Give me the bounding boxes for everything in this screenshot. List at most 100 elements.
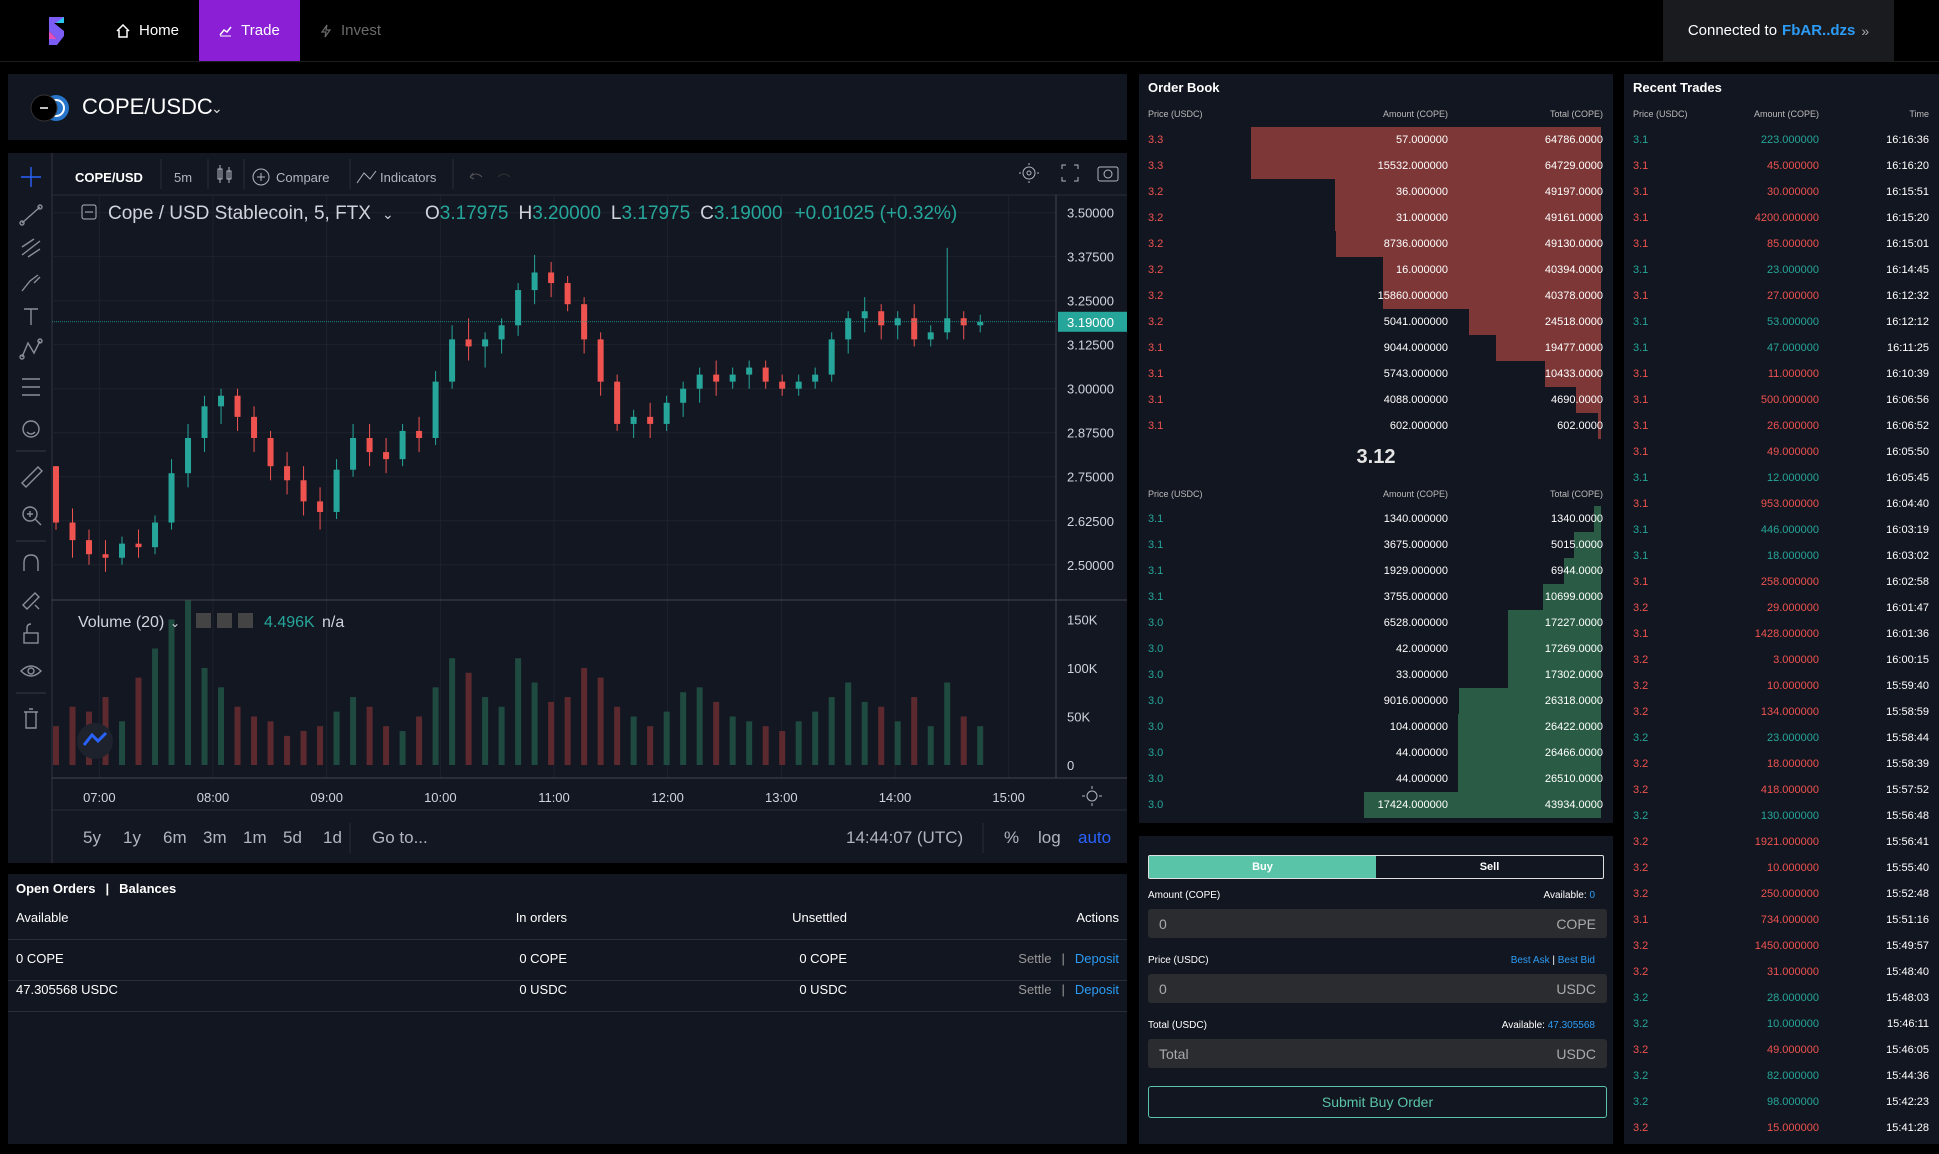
bid-row[interactable]: 3.1 1929.000000 6944.0000 — [1139, 558, 1613, 584]
ask-row[interactable]: 3.2 8736.000000 49130.0000 — [1139, 231, 1613, 257]
ask-row[interactable]: 3.1 5743.000000 10433.0000 — [1139, 361, 1613, 387]
series-title[interactable]: Cope / USD Stablecoin, 5, FTX — [108, 203, 371, 224]
price-tick-label[interactable]: 2.87500 — [1067, 426, 1114, 441]
bid-row[interactable]: 3.0 44.000000 26466.0000 — [1139, 740, 1613, 766]
range-button-5d[interactable]: 5d — [283, 828, 302, 847]
collapse-legend-icon[interactable] — [81, 204, 97, 220]
price-tick-label[interactable]: 3.25000 — [1067, 294, 1114, 309]
time-tick-label[interactable]: 07:00 — [83, 790, 116, 805]
best-bid-link[interactable]: Best Bid — [1557, 955, 1595, 966]
price-field[interactable]: 0 USDC — [1148, 974, 1607, 1003]
ask-row[interactable]: 3.1 9044.000000 19477.0000 — [1139, 335, 1613, 361]
series-chevron-icon[interactable]: ⌄ — [382, 206, 394, 222]
wallet-connection-button[interactable]: Connected to FbAR..dzs » — [1663, 0, 1894, 61]
eye-icon[interactable] — [20, 665, 42, 677]
range-button-1y[interactable]: 1y — [123, 828, 141, 847]
amount-field[interactable]: 0 COPE — [1148, 909, 1607, 938]
price-tick-label[interactable]: 3.12500 — [1067, 338, 1114, 353]
nav-trade[interactable]: Trade — [199, 0, 300, 61]
ask-row[interactable]: 3.2 31.000000 49161.0000 — [1139, 205, 1613, 231]
volume-settings-icon[interactable] — [217, 613, 232, 628]
total-field[interactable]: Total USDC — [1148, 1039, 1607, 1068]
trash-icon[interactable] — [24, 708, 38, 729]
camera-icon[interactable] — [1097, 166, 1119, 182]
compare-plus-icon[interactable] — [252, 168, 270, 186]
submit-buy-order-button[interactable]: Submit Buy Order — [1148, 1086, 1607, 1118]
time-tick-label[interactable]: 09:00 — [310, 790, 343, 805]
time-tick-label[interactable]: 14:00 — [879, 790, 912, 805]
pitchfork-icon[interactable] — [21, 238, 41, 258]
ask-row[interactable]: 3.3 57.000000 64786.0000 — [1139, 127, 1613, 153]
range-button-6m[interactable]: 6m — [163, 828, 187, 847]
bid-row[interactable]: 3.1 1340.000000 1340.0000 — [1139, 506, 1613, 532]
smiley-icon[interactable] — [22, 420, 40, 438]
bid-row[interactable]: 3.0 6528.000000 17227.0000 — [1139, 610, 1613, 636]
redo-icon[interactable] — [497, 173, 511, 178]
serum-logo-icon[interactable] — [44, 14, 70, 48]
nav-invest[interactable]: Invest — [320, 0, 381, 61]
time-tick-label[interactable]: 10:00 — [424, 790, 457, 805]
tradingview-logo-icon[interactable] — [77, 723, 113, 759]
range-button-5y[interactable]: 5y — [83, 828, 101, 847]
amount-available-value[interactable]: 0 — [1589, 890, 1595, 901]
range-button-1m[interactable]: 1m — [243, 828, 267, 847]
tab-balances[interactable]: Balances — [119, 881, 177, 896]
indicators-button[interactable]: Indicators — [380, 170, 437, 185]
bid-row[interactable]: 3.0 42.000000 17269.0000 — [1139, 636, 1613, 662]
ask-row[interactable]: 3.1 602.000000 602.0000 — [1139, 413, 1613, 439]
auto-scale-toggle[interactable]: auto — [1078, 828, 1111, 847]
trend-line-icon[interactable] — [19, 204, 43, 226]
price-tick-label[interactable]: 3.00000 — [1067, 382, 1114, 397]
crosshair-icon[interactable] — [21, 167, 41, 187]
candle-type-icon[interactable] — [217, 165, 232, 183]
prediction-icon[interactable] — [22, 378, 40, 396]
time-tick-label[interactable]: 11:00 — [538, 790, 570, 805]
pattern-icon[interactable] — [19, 338, 43, 360]
time-tick-label[interactable]: 12:00 — [651, 790, 684, 805]
ask-row[interactable]: 3.1 4088.000000 4690.0000 — [1139, 387, 1613, 413]
goto-date-button[interactable]: Go to... — [372, 828, 428, 847]
ruler-icon[interactable] — [21, 466, 43, 488]
settings-gear-icon[interactable] — [1019, 163, 1039, 183]
fullscreen-icon[interactable] — [1061, 164, 1079, 182]
price-tick-label[interactable]: 2.75000 — [1067, 470, 1114, 485]
best-ask-link[interactable]: Best Ask — [1510, 955, 1550, 966]
indicators-icon[interactable] — [356, 170, 377, 184]
volume-legend-label[interactable]: Volume (20) — [78, 614, 164, 631]
percent-scale-toggle[interactable]: % — [1004, 828, 1019, 847]
bid-row[interactable]: 3.1 3755.000000 10699.0000 — [1139, 584, 1613, 610]
unlock-icon[interactable] — [23, 623, 39, 644]
price-tick-label[interactable]: 2.50000 — [1067, 558, 1114, 573]
range-button-3m[interactable]: 3m — [203, 828, 227, 847]
time-tick-label[interactable]: 13:00 — [765, 790, 798, 805]
ask-row[interactable]: 3.2 16.000000 40394.0000 — [1139, 257, 1613, 283]
price-tick-label[interactable]: 3.50000 — [1067, 206, 1114, 221]
deposit-button[interactable]: Deposit — [1074, 982, 1119, 997]
utc-clock[interactable]: 14:44:07 (UTC) — [846, 828, 963, 847]
bid-row[interactable]: 3.0 9016.000000 26318.0000 — [1139, 688, 1613, 714]
price-tick-label[interactable]: 2.62500 — [1067, 514, 1114, 529]
log-scale-toggle[interactable]: log — [1038, 828, 1061, 847]
bid-row[interactable]: 3.0 33.000000 17302.0000 — [1139, 662, 1613, 688]
time-axis-settings-icon[interactable] — [1082, 786, 1102, 806]
volume-remove-icon[interactable] — [238, 613, 253, 628]
buy-tab[interactable]: Buy — [1149, 856, 1376, 878]
time-tick-label[interactable]: 08:00 — [197, 790, 230, 805]
ask-row[interactable]: 3.2 15860.000000 40378.0000 — [1139, 283, 1613, 309]
sell-tab[interactable]: Sell — [1479, 861, 1500, 873]
range-button-1d[interactable]: 1d — [323, 828, 342, 847]
settle-button[interactable]: Settle — [1018, 951, 1052, 966]
lock-drawings-icon[interactable] — [22, 592, 40, 610]
price-chart[interactable]: COPE/USD 5m Compare Indicators 3.500003.… — [8, 153, 1127, 863]
total-available-value[interactable]: 47.305568 — [1547, 1020, 1595, 1031]
volume-chevron-icon[interactable]: ⌄ — [170, 616, 180, 630]
deposit-button[interactable]: Deposit — [1074, 951, 1119, 966]
volume-visibility-icon[interactable] — [196, 613, 211, 628]
bid-row[interactable]: 3.0 104.000000 26422.0000 — [1139, 714, 1613, 740]
market-pair-name[interactable]: COPE/USDC — [82, 94, 213, 119]
time-tick-label[interactable]: 15:00 — [992, 790, 1025, 805]
ask-row[interactable]: 3.2 36.000000 49197.0000 — [1139, 179, 1613, 205]
tab-open-orders[interactable]: Open Orders — [16, 881, 96, 896]
nav-home[interactable]: Home — [116, 0, 179, 61]
toolbar-interval[interactable]: 5m — [174, 170, 192, 185]
